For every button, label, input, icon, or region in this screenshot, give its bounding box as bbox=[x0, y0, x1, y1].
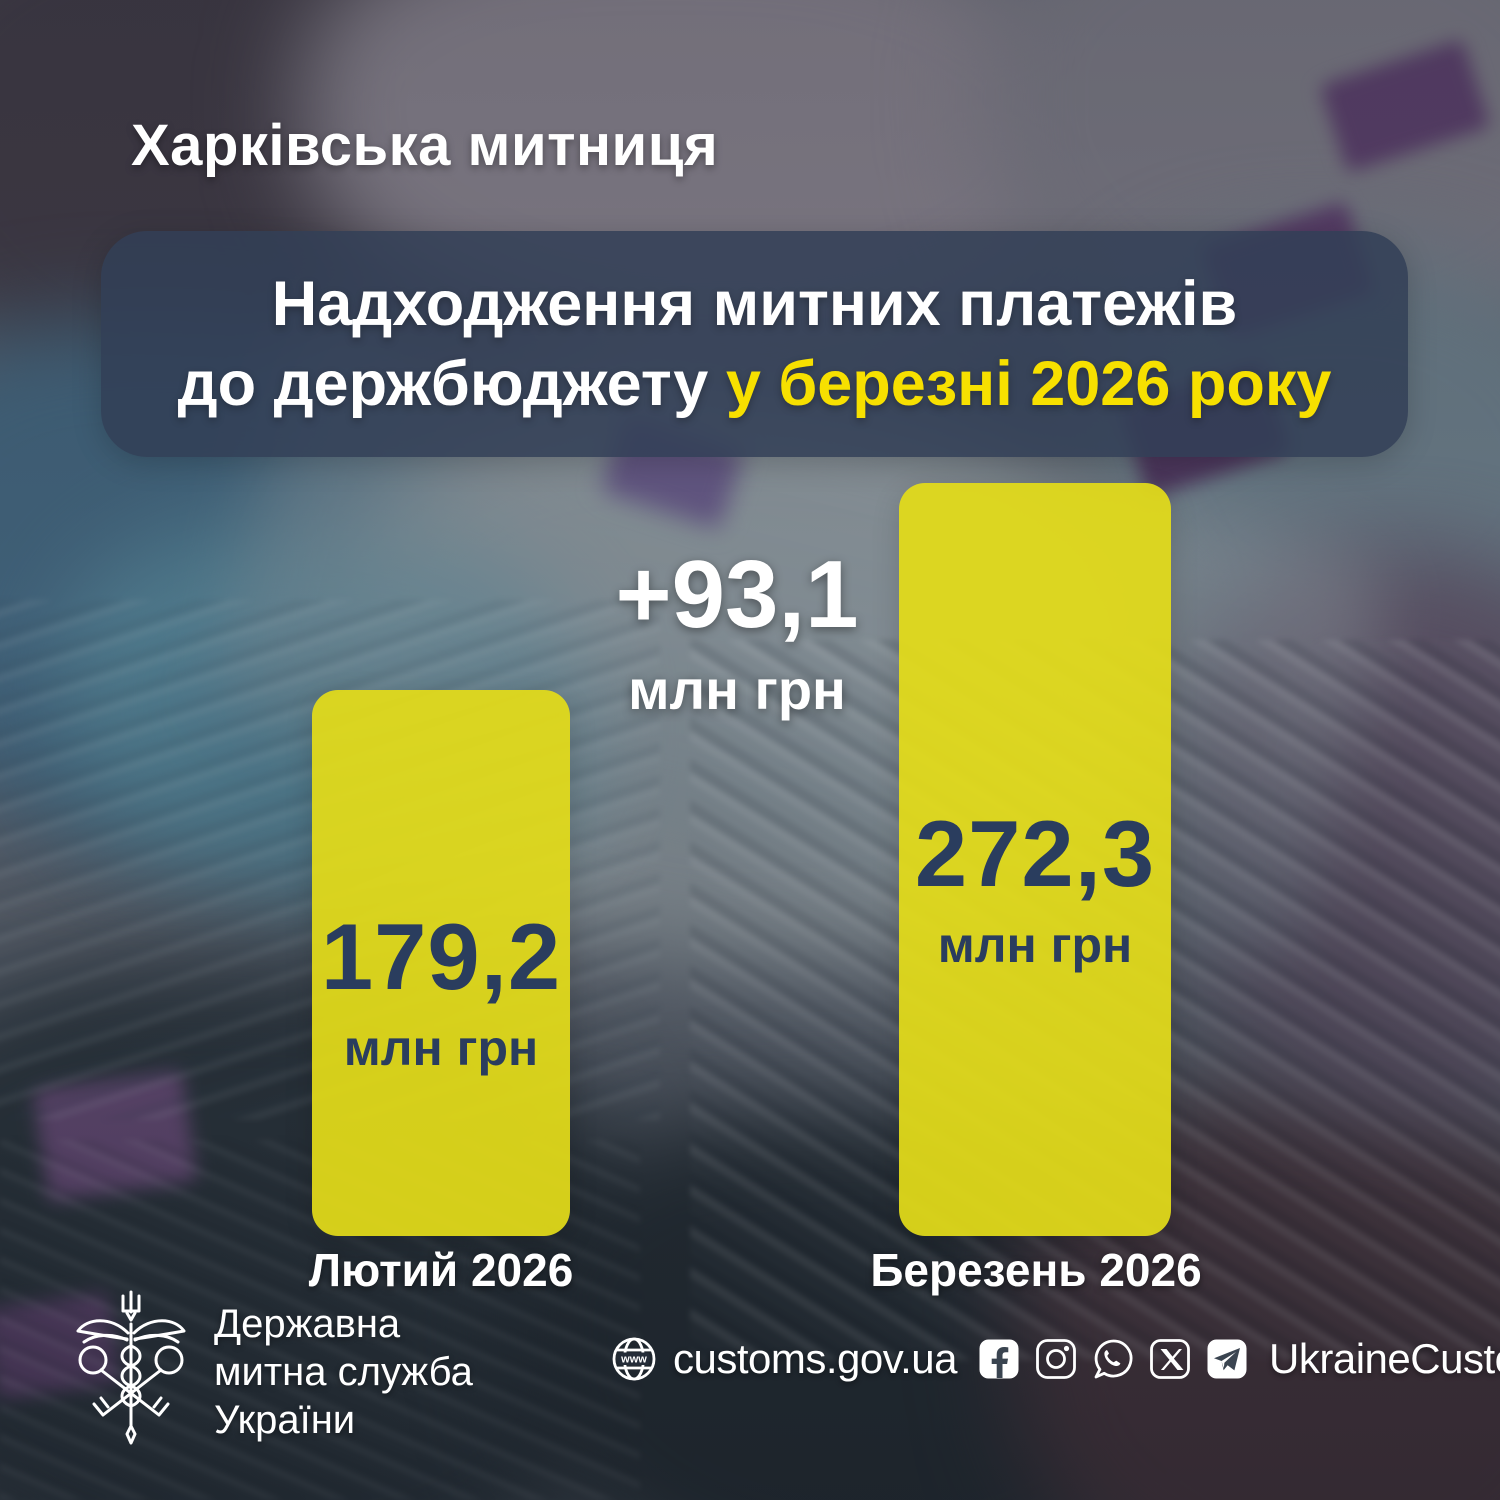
social-handle[interactable]: UkraineCustoms bbox=[1269, 1335, 1500, 1382]
svg-text:www: www bbox=[620, 1354, 647, 1366]
org-name-line: Державна bbox=[214, 1302, 401, 1346]
facebook-icon[interactable] bbox=[978, 1338, 1020, 1380]
delta-callout: +93,1 млн грн bbox=[616, 545, 859, 722]
title-banner: Надходження митних платежів до держбюдже… bbox=[101, 231, 1408, 457]
delta-value: +93,1 bbox=[615, 541, 859, 648]
org-name: Державна митна служба України bbox=[214, 1300, 473, 1444]
x-twitter-icon[interactable] bbox=[1149, 1338, 1191, 1380]
org-name-line: митна служба bbox=[214, 1350, 473, 1394]
bar-february-unit: млн грн bbox=[343, 1020, 539, 1076]
category-label-february: Лютий 2026 bbox=[308, 1244, 574, 1296]
banner-line-1: Надходження митних платежів bbox=[271, 269, 1238, 339]
website-link[interactable]: customs.gov.ua bbox=[673, 1335, 958, 1382]
banner-line-2-prefix: до держбюджету bbox=[177, 349, 709, 419]
bar-february-value: 179,2 bbox=[320, 904, 562, 1009]
delta-unit: млн грн bbox=[628, 658, 846, 721]
page-title: Харківська митниця bbox=[131, 113, 719, 178]
bar-march-2026: 272,3 млн грн bbox=[899, 483, 1171, 1236]
footer-contacts: www customs.gov.ua UkraineCustoms bbox=[610, 1335, 1500, 1383]
org-name-line: України bbox=[214, 1398, 356, 1442]
bar-february-2026: 179,2 млн грн bbox=[312, 690, 570, 1236]
whatsapp-icon[interactable] bbox=[1092, 1338, 1134, 1380]
www-globe-icon: www bbox=[612, 1337, 656, 1381]
bar-march-value: 272,3 bbox=[914, 800, 1156, 906]
footer-brand: Державна митна служба України bbox=[70, 1288, 473, 1448]
bg-blob bbox=[1180, 550, 1500, 1130]
category-label-march: Березень 2026 bbox=[870, 1244, 1202, 1296]
customs-service-emblem-icon bbox=[76, 1290, 186, 1445]
banner-period-highlight: у березні 2026 року bbox=[725, 349, 1332, 419]
bg-banknote-stamp bbox=[32, 1070, 198, 1202]
banner-line-2: до держбюджету у березні 2026 року bbox=[178, 344, 1332, 424]
bar-march-unit: млн грн bbox=[937, 916, 1133, 973]
telegram-icon[interactable] bbox=[1206, 1338, 1248, 1380]
instagram-icon[interactable] bbox=[1035, 1338, 1077, 1380]
bg-banknote-stamp bbox=[1319, 39, 1491, 173]
